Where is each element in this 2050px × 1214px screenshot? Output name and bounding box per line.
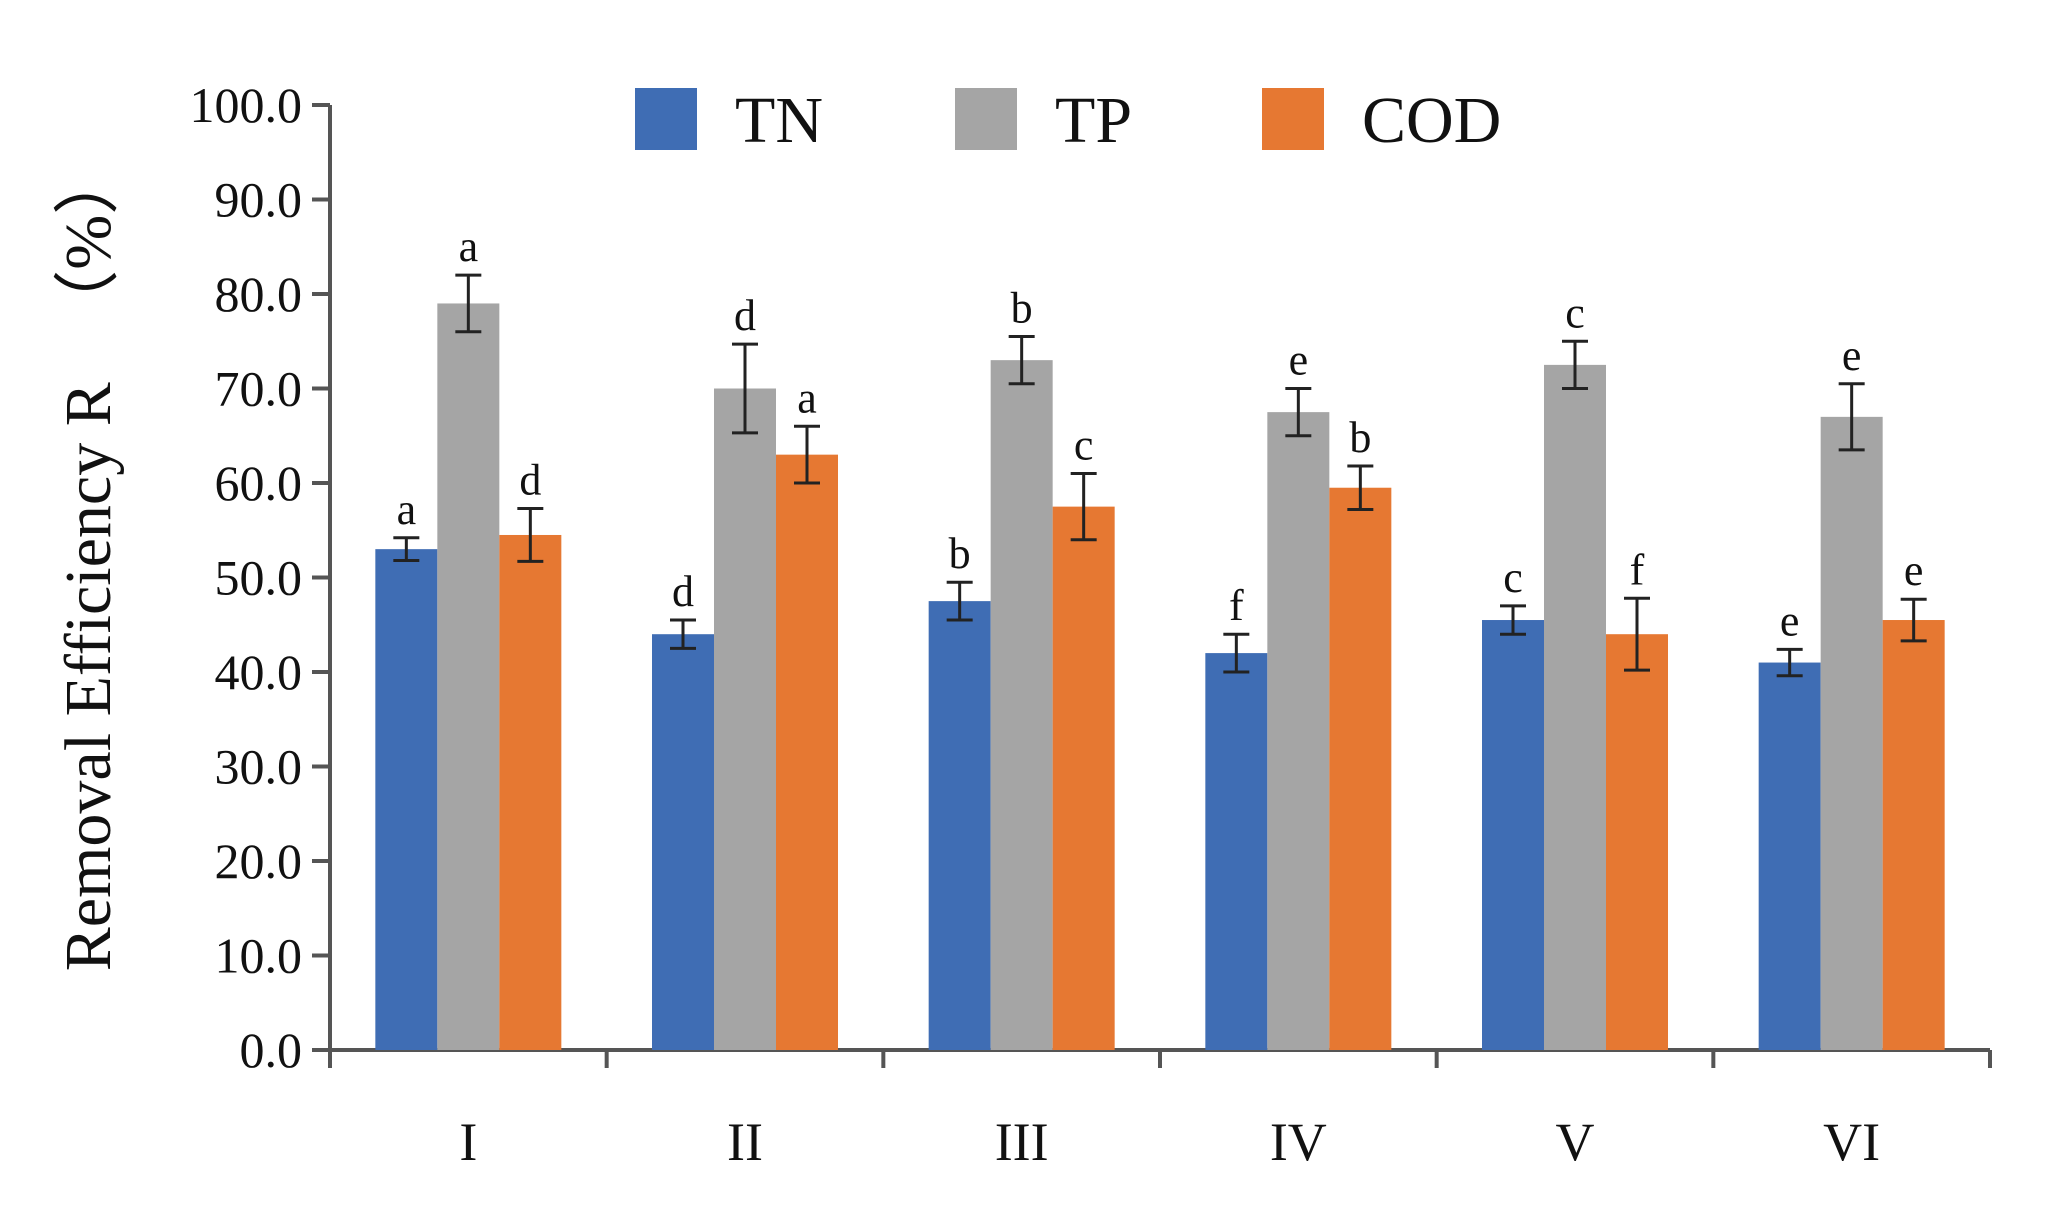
significance-label: f <box>1229 581 1244 630</box>
y-tick-label: 60.0 <box>215 455 303 511</box>
bar-tp <box>437 303 500 1050</box>
bar-cod <box>1329 487 1392 1051</box>
legend-label-tn: TN <box>735 84 823 157</box>
y-axis-title: Removal Efficiency R （%） <box>52 149 125 971</box>
bar-tn <box>375 549 438 1050</box>
y-tick-label: 70.0 <box>215 361 303 417</box>
significance-label: c <box>1074 421 1094 470</box>
bar-tp <box>1820 416 1883 1051</box>
bar-tn <box>1758 662 1821 1050</box>
significance-label: b <box>1349 413 1371 462</box>
bar-cod <box>1882 620 1945 1050</box>
x-category-label: V <box>1556 1112 1595 1172</box>
significance-label: d <box>734 291 756 340</box>
y-tick-label: 80.0 <box>215 266 303 322</box>
significance-label: a <box>797 373 817 422</box>
y-tick-label: 90.0 <box>215 172 303 228</box>
significance-label: a <box>459 222 479 271</box>
bar-cod <box>1052 506 1115 1050</box>
legend-label-tp: TP <box>1055 84 1132 157</box>
legend: TN TP COD <box>635 84 1501 157</box>
legend-swatch-tn <box>635 88 697 150</box>
error-bars <box>393 273 1927 678</box>
x-category-label: IV <box>1270 1112 1327 1172</box>
y-tick-label: 10.0 <box>215 928 303 984</box>
bar-tp <box>1267 412 1330 1050</box>
bar-tp <box>1544 364 1606 1050</box>
y-tick-label: 50.0 <box>215 550 303 606</box>
significance-label: b <box>1011 284 1033 333</box>
bar-cod <box>776 454 838 1050</box>
significance-label: d <box>519 456 541 505</box>
bar-tn <box>1205 653 1268 1050</box>
legend-swatch-tp <box>955 88 1017 150</box>
legend-swatch-cod <box>1262 88 1324 150</box>
bar-tn <box>1482 620 1544 1050</box>
significance-label: d <box>672 567 694 616</box>
significance-label: e <box>1289 336 1309 385</box>
bar-cod <box>1606 634 1668 1050</box>
y-tick-label: 20.0 <box>215 833 303 889</box>
bar-cod <box>499 534 562 1050</box>
legend-label-cod: COD <box>1362 84 1501 157</box>
y-tick-label: 30.0 <box>215 739 303 795</box>
x-category-label: VI <box>1823 1112 1880 1172</box>
significance-label: a <box>397 485 417 534</box>
significance-label: e <box>1842 331 1862 380</box>
axes: 0.0 10.0 20.0 30.0 40.0 50.0 60.0 70.0 80.0 90.0 1… <box>190 77 1992 1172</box>
x-category-label: III <box>995 1112 1049 1172</box>
bar-tp <box>990 360 1053 1050</box>
x-category-label: II <box>727 1112 763 1172</box>
significance-label: e <box>1904 546 1924 595</box>
significance-label: c <box>1565 288 1585 337</box>
bar-tn <box>652 634 714 1050</box>
y-axis-title-text: Removal Efficiency R <box>52 382 125 971</box>
bars <box>375 303 1945 1051</box>
y-axis-title-unit: （%） <box>52 149 125 336</box>
significance-label: e <box>1780 596 1800 645</box>
significance-label: b <box>949 529 971 578</box>
y-tick-label: 100.0 <box>190 77 303 133</box>
x-category-label: I <box>459 1112 477 1172</box>
significance-label: f <box>1630 545 1645 594</box>
y-tick-label: 40.0 <box>215 644 303 700</box>
bar-tn <box>928 601 991 1050</box>
significance-label: c <box>1503 553 1523 602</box>
bar-tp <box>714 388 776 1050</box>
y-tick-label: 0.0 <box>240 1022 303 1078</box>
